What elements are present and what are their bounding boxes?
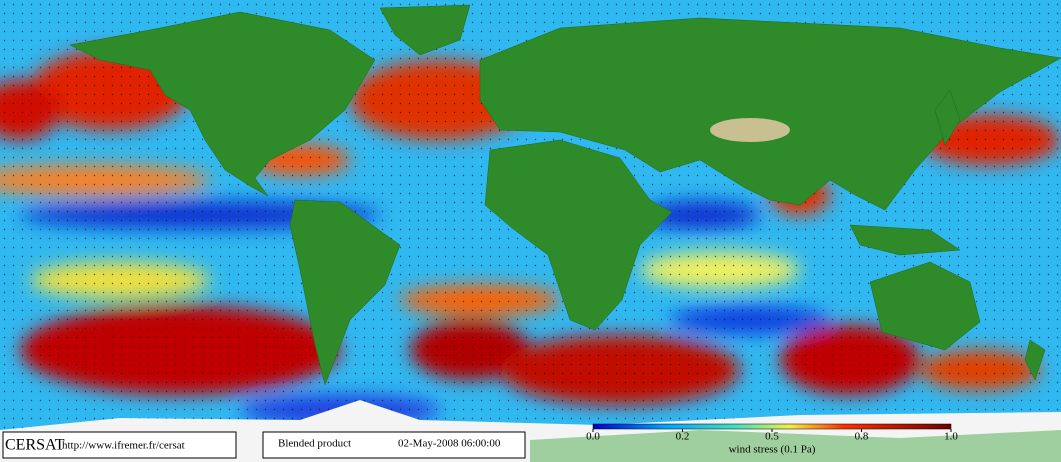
colorbar-tick-label: 0.5 (765, 431, 779, 443)
colorbar-tick-label: 0.2 (676, 431, 690, 443)
product-box (262, 431, 526, 459)
colorbar-tick-label: 0.0 (586, 431, 600, 443)
colorbar-tick-label: 0.8 (855, 431, 869, 443)
colorbar (592, 423, 952, 430)
colorbar-tick-label: 1.0 (944, 431, 958, 443)
land (69, 4, 1061, 386)
logo: CERSAT (5, 437, 65, 454)
source-url[interactable]: http://www.ifremer.fr/cersat (62, 440, 185, 452)
timestamp: 02-May-2008 06:00:00 (398, 438, 501, 450)
product-name: Blended product (278, 438, 351, 450)
source-box (2, 431, 237, 459)
colorbar-label: wind stress (0.1 Pa) (729, 444, 816, 456)
